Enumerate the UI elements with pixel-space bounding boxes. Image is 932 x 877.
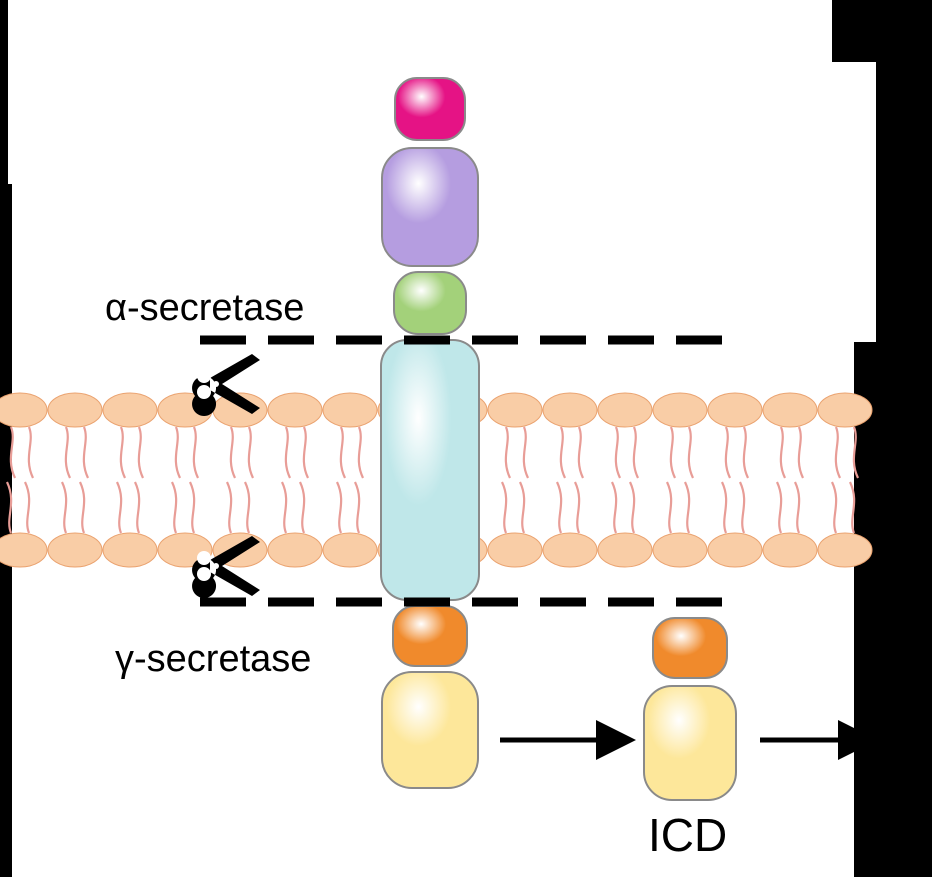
diagram-svg <box>0 0 932 877</box>
protein-domain-d1 <box>395 78 465 140</box>
frame-bar <box>876 62 932 342</box>
protein-domain-tm <box>381 340 479 600</box>
protein-domain-d3 <box>394 272 466 334</box>
transmembrane-protein <box>381 78 479 788</box>
protein-domain-d2 <box>382 148 478 266</box>
icd-domain-icd-bot <box>644 686 736 800</box>
protein-domain-d5 <box>393 606 467 666</box>
frame-bar <box>832 0 932 62</box>
gamma-secretase-label: γ-secretase <box>115 638 311 681</box>
protein-domain-d6 <box>382 672 478 788</box>
frame-bar <box>854 342 932 877</box>
icd-domain-icd-top <box>653 618 727 678</box>
alpha-secretase-label: α-secretase <box>105 287 304 330</box>
icd-label: ICD <box>648 808 727 862</box>
icd-fragment <box>644 618 736 800</box>
